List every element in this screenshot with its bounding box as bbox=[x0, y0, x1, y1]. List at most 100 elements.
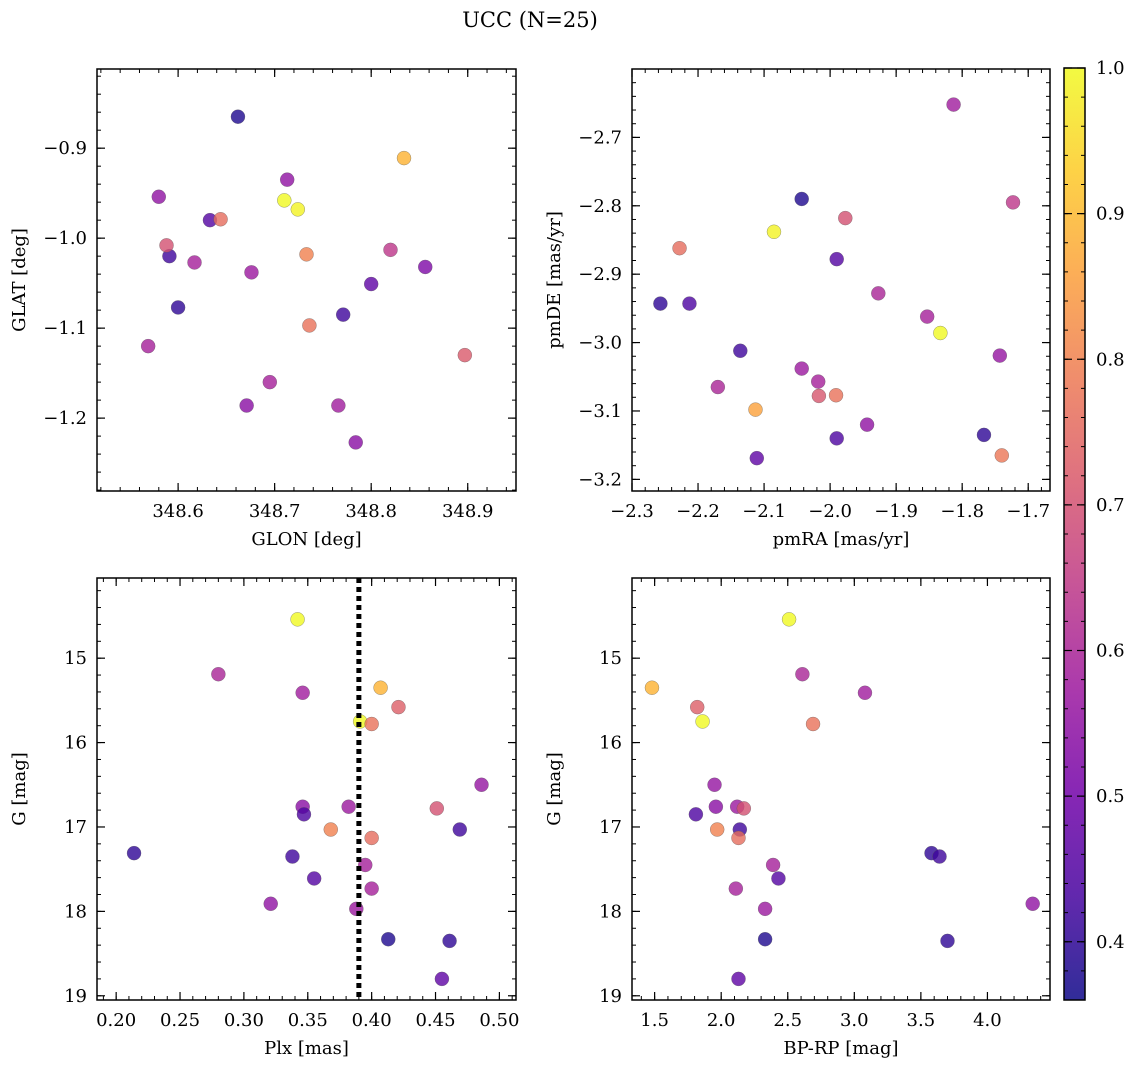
data-point bbox=[429, 801, 445, 816]
data-point bbox=[731, 830, 746, 846]
data-point bbox=[277, 193, 292, 208]
data-point bbox=[151, 189, 167, 205]
y-axis-label: G [mag] bbox=[544, 752, 565, 825]
data-point bbox=[733, 343, 748, 359]
y-tick-label: 19 bbox=[599, 986, 622, 1007]
data-point bbox=[794, 361, 809, 376]
data-point bbox=[230, 109, 246, 124]
data-point bbox=[766, 224, 782, 240]
data-point bbox=[765, 857, 781, 873]
data-point bbox=[757, 901, 773, 917]
data-point bbox=[442, 933, 457, 949]
y-tick-label: −0.9 bbox=[43, 138, 87, 159]
data-point bbox=[946, 97, 961, 112]
data-point bbox=[933, 325, 948, 341]
data-point bbox=[262, 374, 278, 390]
y-tick-label: −3.2 bbox=[578, 469, 622, 490]
data-point bbox=[296, 807, 312, 822]
data-point bbox=[871, 286, 886, 301]
data-point bbox=[290, 202, 306, 217]
data-point bbox=[244, 265, 259, 280]
y-tick-label: −1.0 bbox=[43, 228, 87, 249]
data-point bbox=[810, 374, 826, 389]
data-point bbox=[707, 777, 722, 793]
data-point bbox=[417, 259, 433, 275]
data-point bbox=[381, 931, 396, 947]
x-axis-label: BP-RP [mag] bbox=[783, 1038, 898, 1059]
y-tick-label: 15 bbox=[64, 648, 87, 669]
points bbox=[126, 612, 489, 987]
data-point bbox=[682, 296, 697, 311]
x-tick-label: −1.9 bbox=[874, 501, 918, 522]
pmra-pmde-panel: −2.3 −2.2 −2.1 −2.0 −1.9 −1.8 −1.7 −2.7 −2.8 −2.9… bbox=[544, 68, 1051, 550]
data-point bbox=[757, 931, 773, 947]
y-tick-label: −2.7 bbox=[578, 127, 622, 148]
data-point bbox=[187, 255, 202, 270]
data-point bbox=[919, 309, 935, 324]
axes-frame bbox=[631, 68, 1051, 492]
x-tick-label: 2.0 bbox=[707, 1010, 736, 1031]
data-point bbox=[994, 448, 1010, 463]
data-point bbox=[474, 777, 489, 793]
data-point bbox=[323, 822, 339, 837]
x-tick-label: 0.50 bbox=[479, 1010, 519, 1031]
y-tick-label: −1.1 bbox=[43, 318, 87, 339]
data-point bbox=[364, 716, 379, 732]
data-point bbox=[290, 612, 305, 627]
y-tick-label: 17 bbox=[599, 817, 622, 838]
x-tick-label: 0.40 bbox=[352, 1010, 392, 1031]
y-tick-label: 19 bbox=[64, 986, 87, 1007]
data-point bbox=[811, 388, 827, 404]
data-point bbox=[263, 896, 278, 912]
data-point bbox=[828, 387, 844, 403]
data-point bbox=[335, 307, 351, 322]
x-tick-label: −1.8 bbox=[940, 501, 984, 522]
data-point bbox=[285, 849, 300, 864]
colorbar: 0.4 0.5 0.6 0.7 0.8 0.9 1.0 bbox=[1063, 58, 1125, 1001]
x-tick-label: 0.45 bbox=[415, 1010, 455, 1031]
colorbar-tick-label: 0.9 bbox=[1096, 204, 1125, 225]
data-point bbox=[306, 871, 322, 886]
x-tick-label: 0.20 bbox=[96, 1010, 136, 1031]
data-point bbox=[708, 799, 724, 814]
x-tick-label: 3.5 bbox=[907, 1010, 936, 1031]
minor-ticks bbox=[97, 69, 516, 491]
data-point bbox=[859, 417, 875, 432]
x-tick-label: 0.25 bbox=[160, 1010, 200, 1031]
points bbox=[644, 612, 1040, 987]
data-point bbox=[457, 347, 473, 363]
data-point bbox=[688, 807, 704, 822]
colorbar-gradient bbox=[1064, 68, 1085, 1000]
data-point bbox=[940, 933, 955, 949]
colorbar-frame bbox=[1063, 67, 1086, 1001]
y-tick-label: −2.8 bbox=[578, 196, 622, 217]
x-tick-label: 348.7 bbox=[249, 501, 301, 522]
data-point bbox=[373, 680, 388, 695]
data-point bbox=[795, 666, 810, 682]
x-tick-label: 4.0 bbox=[973, 1010, 1002, 1031]
data-point bbox=[992, 348, 1008, 363]
data-point bbox=[363, 276, 379, 292]
x-tick-label: 1.5 bbox=[640, 1010, 669, 1031]
points bbox=[140, 109, 473, 450]
x-tick-label: 3.0 bbox=[840, 1010, 869, 1031]
figure-title: UCC (N=25) bbox=[462, 8, 598, 32]
minor-ticks bbox=[632, 578, 1050, 1000]
data-point bbox=[331, 398, 346, 413]
colorbar-tick-label: 0.7 bbox=[1096, 495, 1125, 516]
data-point bbox=[829, 251, 844, 267]
bprp-g-panel: 1.5 2.0 2.5 3.0 3.5 4.0 15 16 17 18 19 BP-RP [mag] G… bbox=[544, 577, 1051, 1059]
y-axis-label: GLAT [deg] bbox=[9, 228, 30, 332]
y-tick-label: 18 bbox=[599, 901, 622, 922]
data-point bbox=[302, 318, 317, 333]
colorbar-tick-label: 0.8 bbox=[1096, 349, 1125, 370]
data-point bbox=[211, 666, 226, 682]
colorbar-tick-label: 1.0 bbox=[1096, 58, 1125, 79]
data-point bbox=[644, 680, 660, 695]
data-point bbox=[794, 191, 809, 207]
data-point bbox=[452, 822, 468, 837]
x-tick-label: 0.35 bbox=[288, 1010, 328, 1031]
x-tick-label: 2.5 bbox=[773, 1010, 802, 1031]
axes-frame bbox=[631, 577, 1051, 1001]
